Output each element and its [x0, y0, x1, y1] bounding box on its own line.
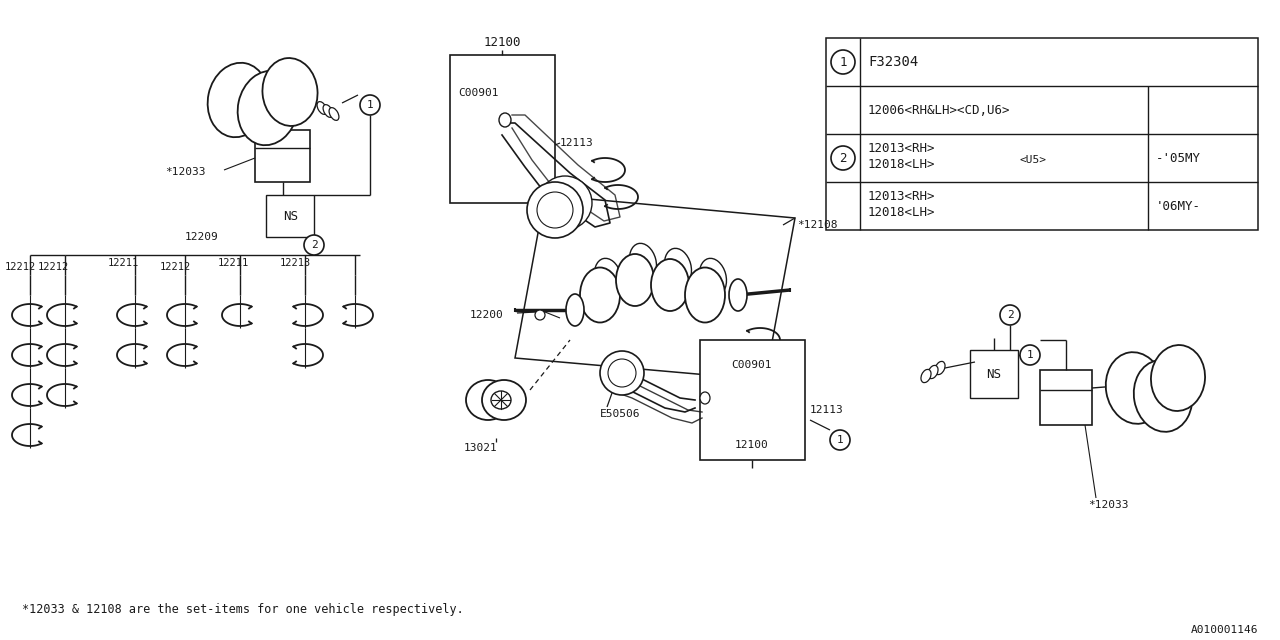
Text: '06MY-: '06MY-: [1156, 200, 1201, 212]
Text: 12113: 12113: [561, 138, 594, 148]
Text: 12211: 12211: [108, 258, 140, 268]
Circle shape: [305, 235, 324, 255]
Text: 12018<LH>: 12018<LH>: [868, 157, 936, 170]
Ellipse shape: [652, 259, 689, 311]
Circle shape: [829, 430, 850, 450]
Text: 12013<RH>: 12013<RH>: [868, 189, 936, 202]
Text: 2: 2: [311, 240, 317, 250]
Ellipse shape: [922, 369, 931, 383]
Bar: [1039, 370, 1092, 425]
Ellipse shape: [700, 392, 710, 404]
Text: *12033 & 12108 are the set-items for one vehicle respectively.: *12033 & 12108 are the set-items for one…: [22, 604, 463, 616]
Circle shape: [831, 50, 855, 74]
Text: *12108: *12108: [797, 220, 837, 230]
Text: 1: 1: [837, 435, 844, 445]
Text: 12013<RH>: 12013<RH>: [868, 141, 936, 154]
Ellipse shape: [580, 268, 620, 323]
Ellipse shape: [630, 243, 657, 281]
Text: 2: 2: [840, 152, 847, 164]
Text: 12100: 12100: [484, 36, 521, 49]
Ellipse shape: [207, 63, 269, 137]
Text: 12018<LH>: 12018<LH>: [868, 205, 936, 218]
Text: 12212: 12212: [5, 262, 36, 272]
Text: C00901: C00901: [458, 88, 498, 98]
Text: 12006<RH&LH><CD,U6>: 12006<RH&LH><CD,U6>: [868, 104, 1010, 116]
Ellipse shape: [238, 71, 298, 145]
Ellipse shape: [1106, 352, 1165, 424]
Text: -'05MY: -'05MY: [1156, 152, 1201, 164]
Ellipse shape: [323, 104, 333, 117]
Circle shape: [527, 182, 582, 238]
Text: 1: 1: [1027, 350, 1033, 360]
Text: 12211: 12211: [218, 258, 250, 268]
Bar: [266, 195, 314, 237]
Ellipse shape: [566, 294, 584, 326]
Circle shape: [600, 351, 644, 395]
Ellipse shape: [483, 380, 526, 420]
Bar: [255, 130, 310, 182]
Text: 2: 2: [1006, 310, 1014, 320]
Text: A010001146: A010001146: [1190, 625, 1258, 635]
Ellipse shape: [262, 58, 317, 126]
Circle shape: [360, 95, 380, 115]
Bar: [700, 340, 805, 460]
Text: NS: NS: [987, 367, 1001, 381]
Ellipse shape: [317, 102, 326, 115]
Text: 12212: 12212: [160, 262, 191, 272]
Ellipse shape: [616, 254, 654, 306]
Circle shape: [535, 310, 545, 320]
Text: 12200: 12200: [470, 310, 504, 320]
Text: 1: 1: [840, 56, 847, 68]
Circle shape: [1000, 305, 1020, 325]
Bar: [451, 55, 556, 203]
Ellipse shape: [499, 113, 511, 127]
Text: *12033: *12033: [165, 167, 206, 177]
Text: NS: NS: [283, 209, 298, 223]
Ellipse shape: [664, 248, 691, 285]
Text: 12209: 12209: [186, 232, 219, 242]
Text: <U5>: <U5>: [1020, 155, 1047, 165]
Text: 12212: 12212: [38, 262, 69, 272]
Bar: [970, 350, 1018, 398]
Text: F32304: F32304: [868, 55, 918, 69]
Text: E50506: E50506: [600, 409, 640, 419]
Bar: [826, 38, 1258, 230]
Circle shape: [831, 146, 855, 170]
Circle shape: [1020, 345, 1039, 365]
Ellipse shape: [685, 268, 724, 323]
Text: 1: 1: [366, 100, 374, 110]
Text: 12100: 12100: [735, 440, 769, 450]
Text: 13021: 13021: [465, 443, 498, 453]
Ellipse shape: [492, 391, 511, 409]
Ellipse shape: [699, 259, 727, 296]
Ellipse shape: [500, 114, 509, 126]
Text: *12033: *12033: [1088, 500, 1129, 510]
Ellipse shape: [594, 259, 622, 296]
Ellipse shape: [1151, 345, 1204, 411]
Text: 12213: 12213: [280, 258, 311, 268]
Ellipse shape: [466, 380, 509, 420]
Text: 12113: 12113: [810, 405, 844, 415]
Ellipse shape: [329, 108, 339, 120]
Ellipse shape: [928, 365, 938, 379]
Text: C00901: C00901: [732, 360, 772, 370]
Circle shape: [538, 176, 591, 230]
Ellipse shape: [1134, 360, 1192, 432]
Ellipse shape: [730, 279, 748, 311]
Ellipse shape: [934, 362, 945, 374]
